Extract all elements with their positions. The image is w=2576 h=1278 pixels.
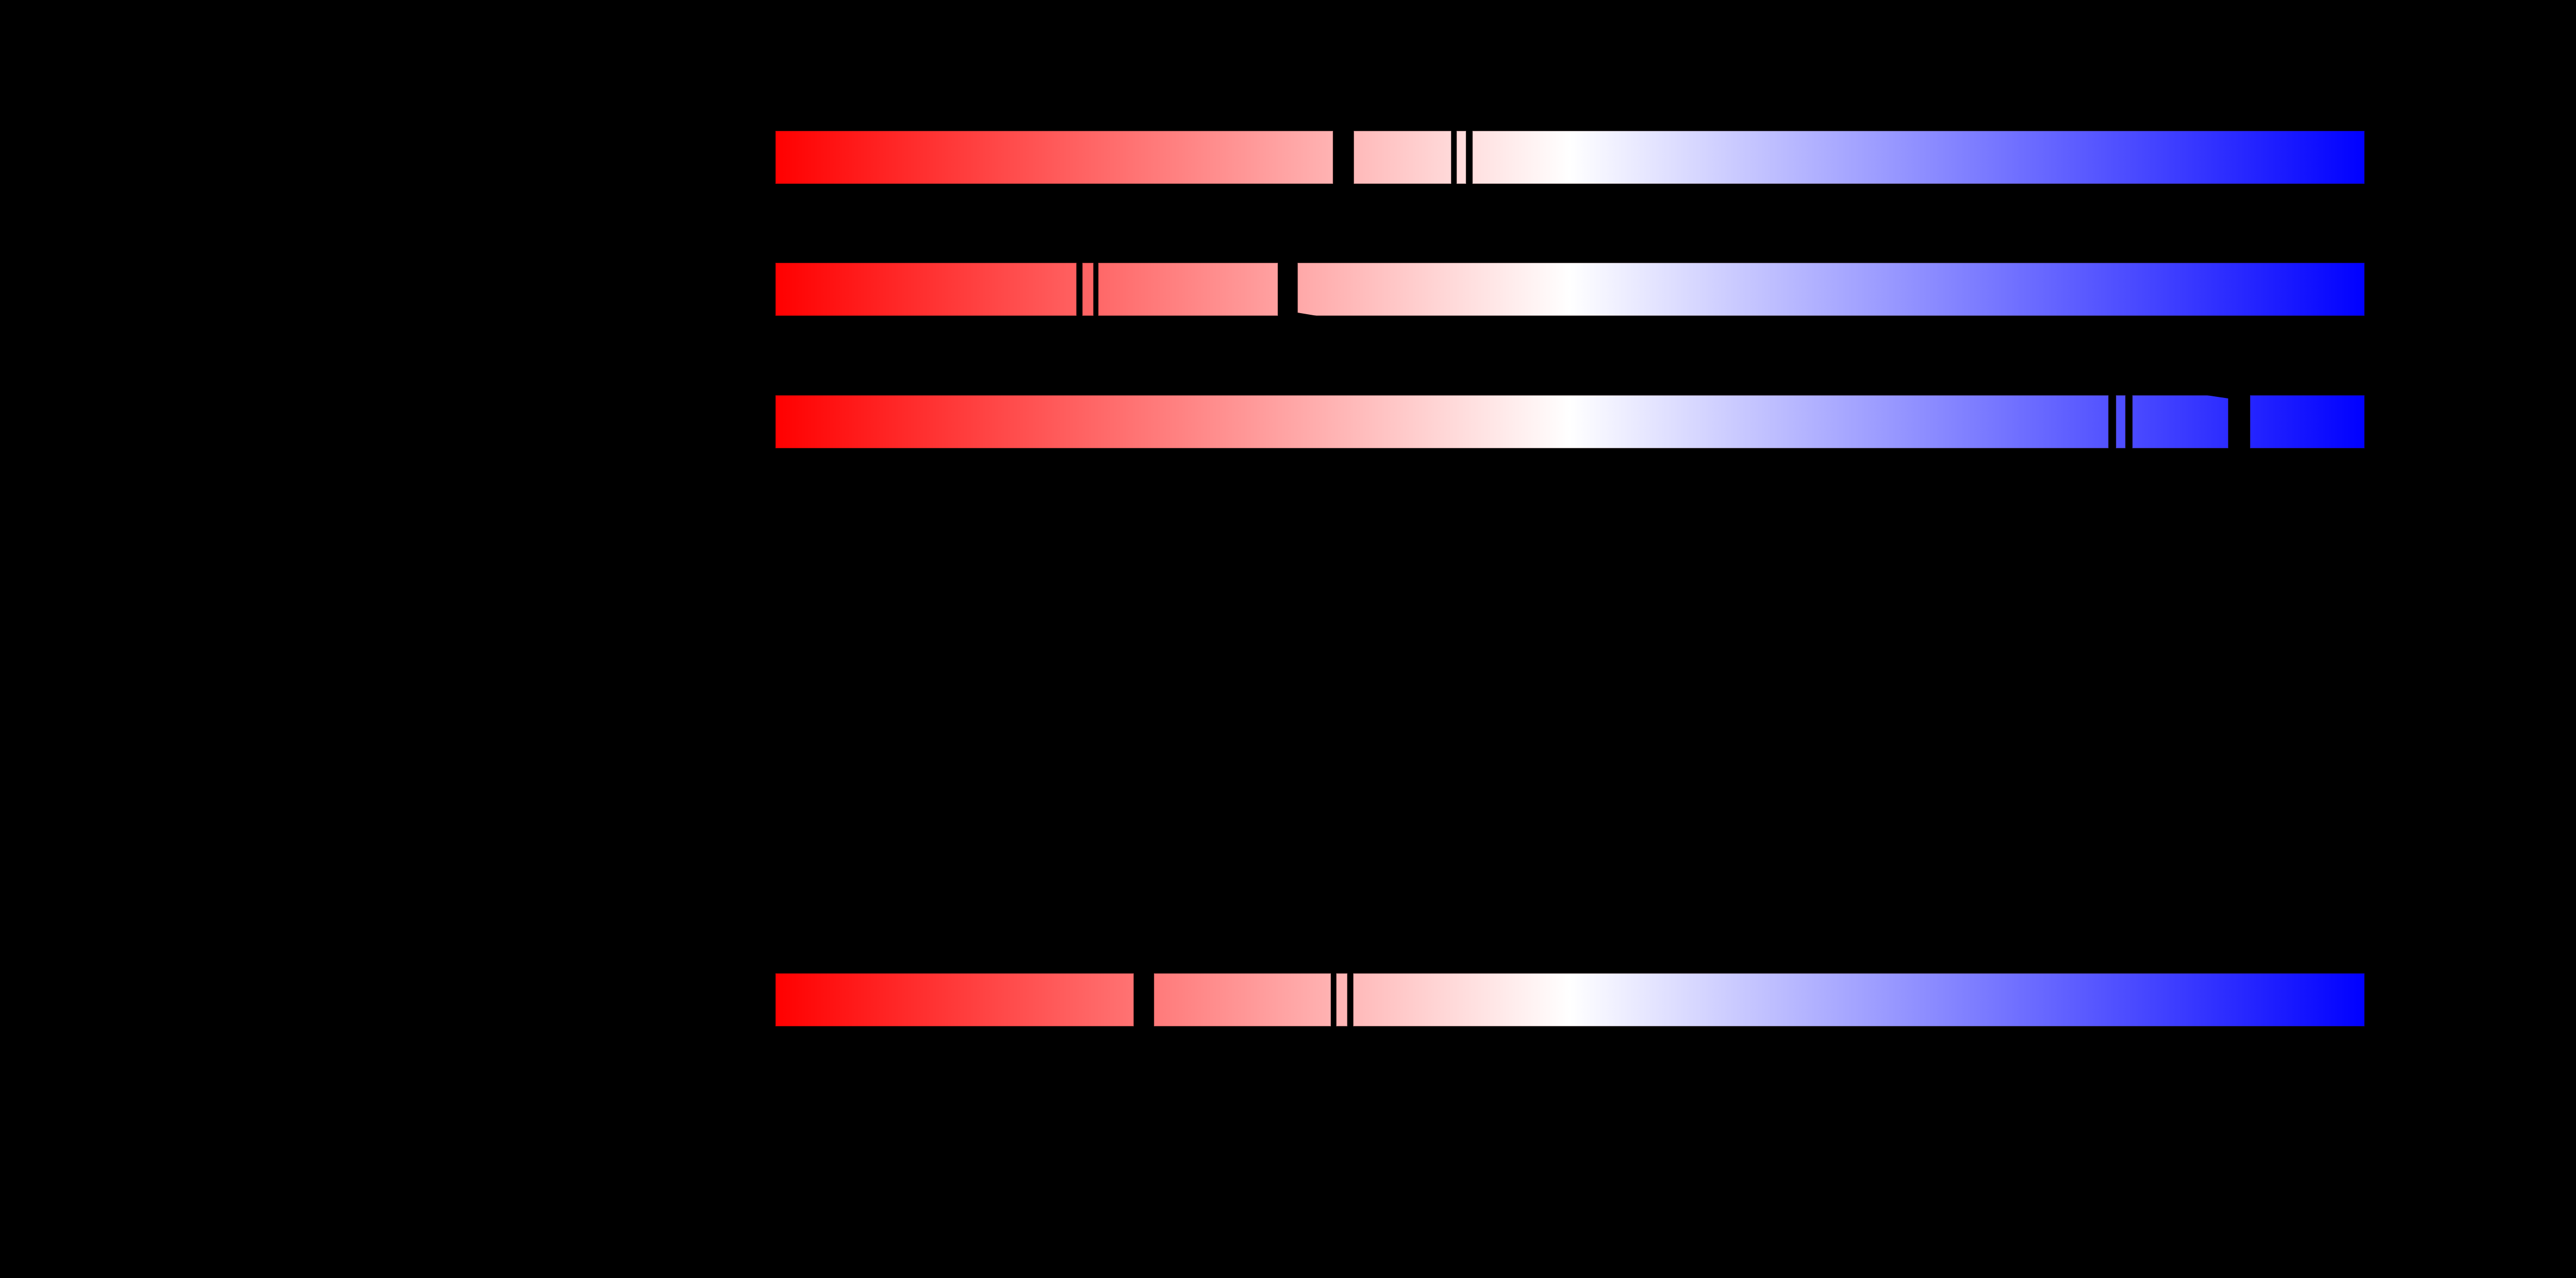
gradient-bar-row-3 bbox=[775, 395, 2365, 448]
gradient-bar-row-1 bbox=[775, 131, 2365, 184]
bar-segment bbox=[1472, 131, 2365, 184]
bar-segment bbox=[1336, 973, 1347, 1026]
gradient-bar-row-4 bbox=[775, 973, 2365, 1026]
bar-segment bbox=[1154, 973, 1331, 1026]
bar-segment bbox=[2250, 395, 2365, 448]
bar-segment bbox=[1354, 131, 1451, 184]
bar-segment bbox=[1298, 263, 2365, 316]
bar-segment bbox=[1353, 973, 2365, 1026]
bar-segment bbox=[2116, 395, 2125, 448]
bar-segment bbox=[775, 131, 1333, 184]
bar-segment bbox=[1098, 263, 1278, 316]
bar-segment bbox=[775, 263, 1077, 316]
gradient-bar-row-2 bbox=[775, 263, 2365, 316]
bar-segment bbox=[775, 973, 1134, 1026]
bar-segment bbox=[775, 395, 2109, 448]
bar-segment bbox=[2132, 395, 2228, 448]
bar-segment bbox=[1082, 263, 1093, 316]
bar-segment bbox=[1457, 131, 1466, 184]
